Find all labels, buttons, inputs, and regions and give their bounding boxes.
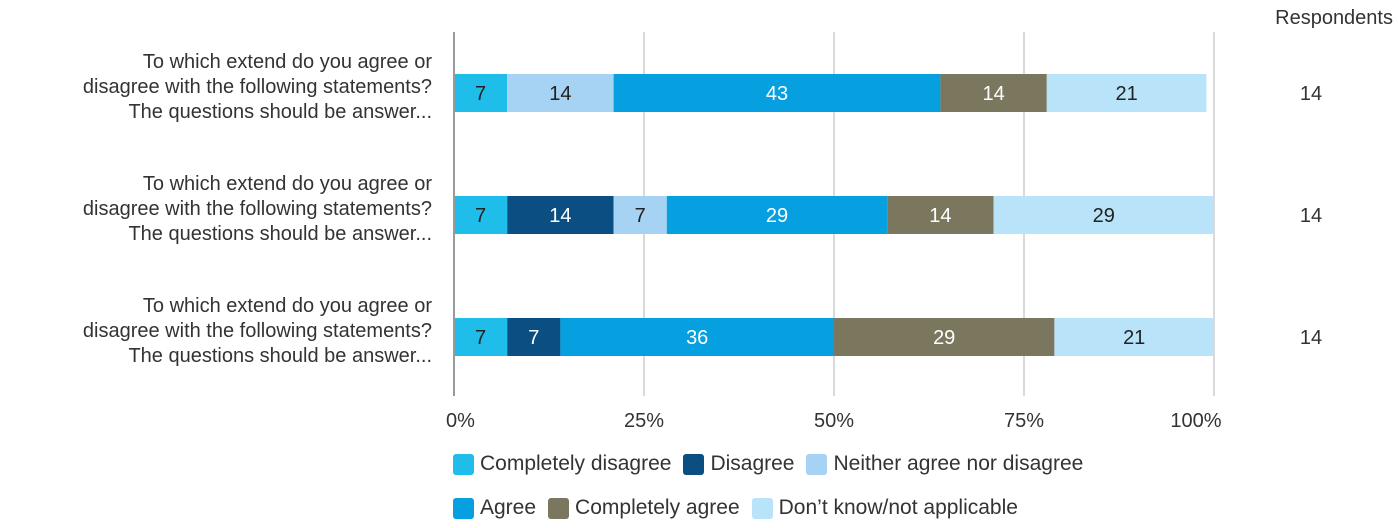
respondents-header: Respondents <box>1275 7 1393 29</box>
x-tick-label: 100% <box>1170 410 1221 432</box>
legend-swatch <box>751 497 773 519</box>
bar-segment <box>1046 74 1207 112</box>
x-tick-label: 50% <box>814 410 854 432</box>
legend-label: Completely disagree <box>480 452 672 475</box>
legend-label: Neither agree nor disagree <box>833 452 1084 475</box>
bar-segment <box>507 318 561 356</box>
legend-item: Agree <box>453 496 536 520</box>
data-label: 7 <box>475 83 486 105</box>
legend-item: Neither agree nor disagree <box>806 452 1083 476</box>
respondents-value: 14 <box>1300 327 1322 349</box>
category-label: The questions should be answer... <box>128 345 432 367</box>
bar-segment <box>507 74 614 112</box>
legend-swatch <box>548 497 570 519</box>
category-label: To which extend do you agree or <box>143 173 432 195</box>
bar-segment <box>613 74 941 112</box>
category-label: disagree with the following statements? <box>83 198 432 220</box>
legend-label: Don’t know/not applicable <box>778 496 1018 519</box>
legend-swatch <box>806 453 828 475</box>
legend-label: Completely agree <box>575 496 740 519</box>
legend-swatch <box>453 453 474 475</box>
respondents-value: 14 <box>1300 83 1322 105</box>
legend-row-1: Completely disagree Disagree Neither agree… <box>453 452 1095 476</box>
bar-segment <box>940 74 1047 112</box>
respondents-value: 14 <box>1300 205 1322 227</box>
bar-segment <box>666 196 888 234</box>
legend-swatch <box>683 453 705 475</box>
bar-segment <box>454 196 508 234</box>
data-label: 14 <box>549 83 571 105</box>
category-label: disagree with the following statements? <box>83 320 432 342</box>
data-label: 14 <box>929 205 951 227</box>
legend-item: Disagree <box>683 452 794 476</box>
bar-segment <box>454 74 508 112</box>
legend-item: Completely disagree <box>453 452 671 476</box>
data-label: 21 <box>1123 327 1145 349</box>
data-label: 21 <box>1115 83 1137 105</box>
data-label: 36 <box>686 327 708 349</box>
legend-label: Disagree <box>710 452 795 475</box>
bar-segment <box>1054 318 1214 356</box>
data-label: 7 <box>475 327 486 349</box>
data-label: 7 <box>635 205 646 227</box>
bar-segment <box>507 196 614 234</box>
legend-row-2: Agree Completely agree Don’t know/not appl… <box>453 496 1030 520</box>
bar-segment <box>454 318 508 356</box>
legend-swatch <box>453 497 474 519</box>
x-tick-label: 0% <box>446 410 475 432</box>
data-label: 14 <box>549 205 571 227</box>
data-label: 7 <box>528 327 539 349</box>
bar-segment <box>887 196 994 234</box>
data-label: 29 <box>933 327 955 349</box>
data-label: 14 <box>982 83 1004 105</box>
legend-label: Agree <box>480 496 537 519</box>
legend-item: Don’t know/not applicable <box>751 496 1018 520</box>
bar-segment <box>993 196 1214 234</box>
category-label: The questions should be answer... <box>128 223 432 245</box>
bar-segment <box>613 196 667 234</box>
category-label: The questions should be answer... <box>128 101 432 123</box>
chart-plot-area: 7 14 43 14 21 To which extend do you agree or… <box>83 7 1393 432</box>
x-tick-label: 25% <box>624 410 664 432</box>
category-label: To which extend do you agree or <box>143 51 432 73</box>
bar-segment <box>834 318 1055 356</box>
data-label: 7 <box>475 205 486 227</box>
x-tick-label: 75% <box>1004 410 1044 432</box>
category-label: To which extend do you agree or <box>143 295 432 317</box>
legend-item: Completely agree <box>548 496 740 520</box>
data-label: 29 <box>766 205 788 227</box>
data-label: 43 <box>766 83 788 105</box>
data-label: 29 <box>1093 205 1115 227</box>
bar-segment <box>560 318 834 356</box>
category-label: disagree with the following statements? <box>83 76 432 98</box>
